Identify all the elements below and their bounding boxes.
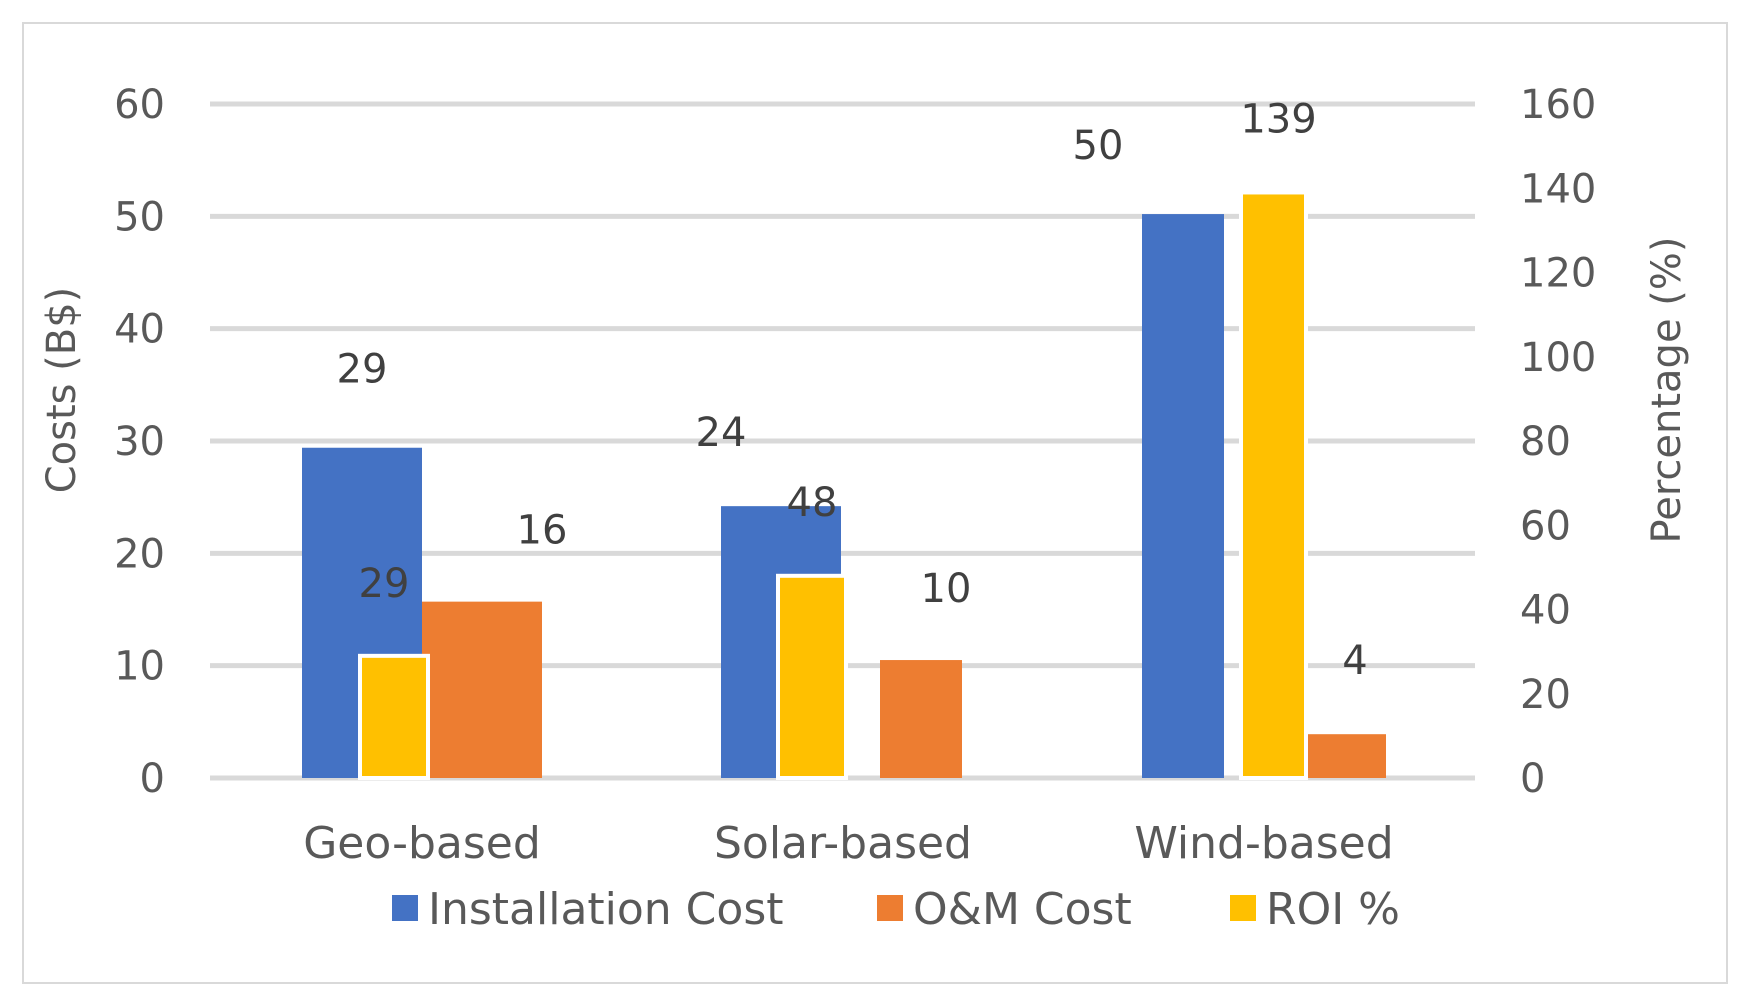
data-label-roi: 139 — [1240, 96, 1316, 142]
data-label-roi: 48 — [787, 480, 838, 526]
bars — [302, 190, 1386, 781]
data-label-installation-cost: 29 — [337, 347, 388, 393]
data-label-om-cost: 10 — [921, 566, 972, 612]
right-tick-label: 100 — [1520, 335, 1596, 381]
bar-om-cost — [422, 601, 542, 778]
left-tick-label: 20 — [114, 531, 165, 577]
bar-roi — [358, 653, 430, 781]
bar-roi — [1239, 190, 1308, 780]
data-label-installation-cost: 50 — [1073, 123, 1124, 169]
right-tick-label: 60 — [1520, 503, 1571, 549]
left-tick-label: 0 — [140, 756, 165, 802]
data-labels: 29 16 29 24 10 48 50 4 139 — [337, 96, 1368, 684]
data-label-installation-cost: 24 — [696, 410, 747, 456]
left-axis-title: Costs (B$) — [39, 287, 85, 494]
category-label: Geo-based — [303, 818, 541, 869]
left-tick-label: 10 — [114, 644, 165, 690]
bar-om-cost — [1304, 734, 1386, 778]
right-tick-label: 0 — [1520, 756, 1545, 802]
legend: Installation Cost O&M Cost ROI % — [392, 884, 1400, 935]
legend-swatch — [392, 895, 418, 921]
legend-label: ROI % — [1266, 884, 1400, 935]
right-tick-label: 20 — [1520, 672, 1571, 718]
category-label: Solar-based — [714, 818, 972, 869]
data-label-om-cost: 4 — [1342, 638, 1367, 684]
legend-swatch — [877, 895, 903, 921]
bar-roi — [776, 573, 848, 780]
bar-installation-cost — [1142, 214, 1224, 778]
right-axis-ticks: 0 20 40 60 80 100 120 140 160 — [1520, 82, 1596, 802]
data-label-om-cost: 16 — [517, 508, 568, 554]
legend-swatch — [1230, 895, 1256, 921]
right-tick-label: 80 — [1520, 419, 1571, 465]
right-tick-label: 120 — [1520, 251, 1596, 297]
left-tick-label: 30 — [114, 419, 165, 465]
data-label-roi: 29 — [359, 561, 410, 607]
legend-label: Installation Cost — [428, 884, 784, 935]
legend-label: O&M Cost — [913, 884, 1132, 935]
category-label: Wind-based — [1134, 818, 1393, 869]
category-labels: Geo-based Solar-based Wind-based — [303, 818, 1393, 869]
left-tick-label: 50 — [114, 194, 165, 240]
right-tick-label: 40 — [1520, 588, 1571, 634]
left-axis-ticks: 0 10 20 30 40 50 60 — [114, 82, 165, 802]
right-tick-label: 160 — [1520, 82, 1596, 128]
bar-om-cost — [880, 660, 962, 778]
right-tick-label: 140 — [1520, 166, 1596, 212]
right-axis-title: Percentage (%) — [1644, 237, 1690, 544]
left-tick-label: 40 — [114, 307, 165, 353]
left-tick-label: 60 — [114, 82, 165, 128]
